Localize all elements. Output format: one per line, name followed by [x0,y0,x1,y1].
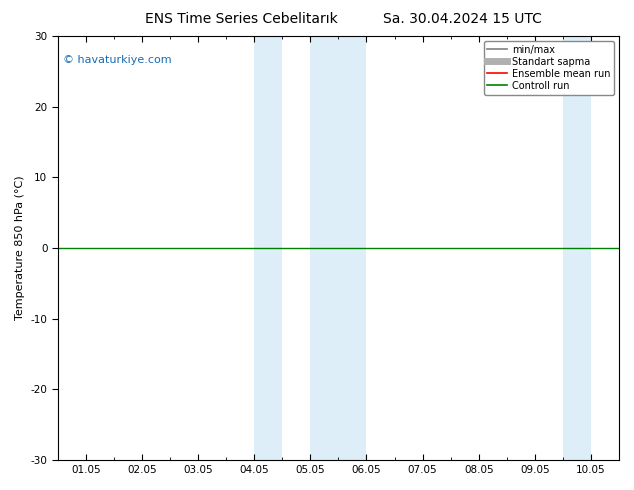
Bar [563,36,591,460]
Text: Sa. 30.04.2024 15 UTC: Sa. 30.04.2024 15 UTC [384,12,542,26]
Bar [254,36,282,460]
Bar [311,36,366,460]
Text: © havaturkiye.com: © havaturkiye.com [63,55,172,65]
Y-axis label: Temperature 850 hPa (°C): Temperature 850 hPa (°C) [15,176,25,320]
Legend: min/max, Standart sapma, Ensemble mean run, Controll run: min/max, Standart sapma, Ensemble mean r… [484,41,614,95]
Bar [619,36,634,460]
Text: ENS Time Series Cebelitarık: ENS Time Series Cebelitarık [145,12,337,26]
